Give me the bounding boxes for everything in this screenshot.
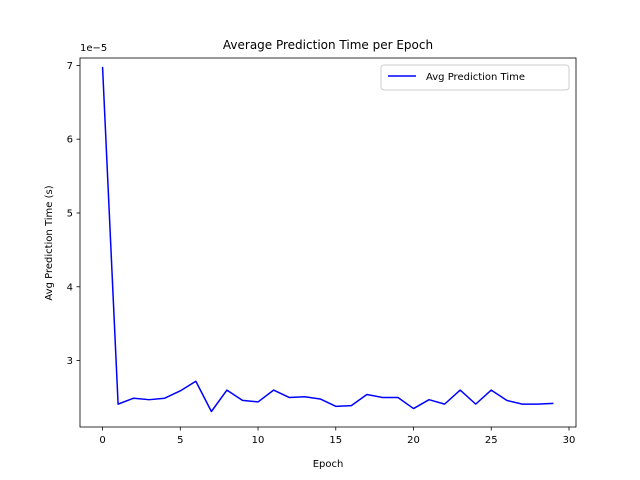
x-tick-label: 20	[407, 435, 420, 446]
x-tick-label: 15	[329, 435, 342, 446]
y-offset-label: 1e−5	[80, 43, 107, 54]
y-tick-label: 6	[67, 135, 73, 146]
y-axis-label: Avg Prediction Time (s)	[44, 185, 55, 300]
plot-area: 0 5 10 15 20 25 30 3 4 5 6 7	[67, 57, 577, 446]
series-line	[101, 66, 554, 413]
x-tick-label: 0	[99, 435, 105, 446]
y-tick-label: 7	[67, 61, 73, 72]
y-tick-label: 4	[67, 282, 73, 293]
y-tick-label: 5	[67, 208, 73, 219]
x-tick-label: 30	[563, 435, 576, 446]
x-axis-label: Epoch	[313, 459, 344, 470]
axes-frame	[79, 57, 577, 428]
x-tick-label: 25	[485, 435, 498, 446]
legend-box	[380, 64, 570, 91]
legend-label: Avg Prediction Time	[426, 72, 525, 83]
x-tick-label: 5	[177, 435, 183, 446]
y-tick-label: 3	[67, 356, 73, 367]
legend: Avg Prediction Time	[380, 64, 570, 91]
x-tick-label: 10	[252, 435, 265, 446]
chart-title: Average Prediction Time per Epoch	[223, 38, 433, 52]
